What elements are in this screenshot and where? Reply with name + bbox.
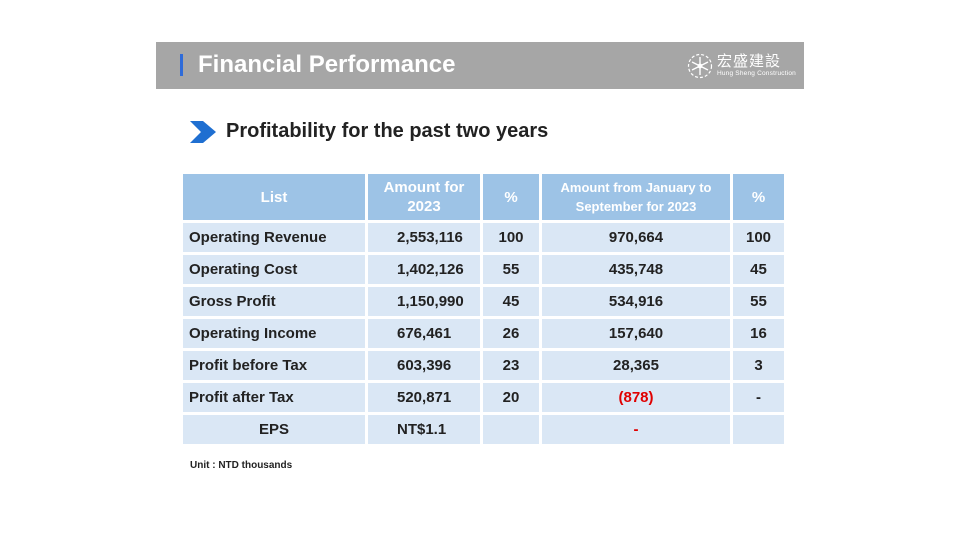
table-row: Profit after Tax 520,871 20 (878) -	[183, 383, 784, 412]
percent-2023-cell: 45	[483, 287, 539, 316]
table-row: Operating Income 676,461 26 157,640 16	[183, 319, 784, 348]
logo-emblem-icon	[687, 53, 713, 79]
page-title: Financial Performance	[198, 51, 456, 78]
section-heading-text: Profitability for the past two years	[226, 120, 549, 142]
header-accent-bar	[180, 54, 183, 76]
percent-jan-sep-cell	[733, 415, 784, 444]
row-label: Profit before Tax	[183, 351, 365, 380]
table-header-row: List Amount for 2023 % Amount from Janua…	[183, 174, 784, 220]
table-row: EPS NT$1.1 -	[183, 415, 784, 444]
percent-2023-cell: 23	[483, 351, 539, 380]
percent-jan-sep-cell: 16	[733, 319, 784, 348]
column-header-amount-jan-sep-2023: Amount from January to September for 202…	[542, 174, 730, 220]
chevron-right-icon	[190, 120, 216, 143]
table-row: Profit before Tax 603,396 23 28,365 3	[183, 351, 784, 380]
unit-note: Unit : NTD thousands	[190, 460, 293, 471]
amount-jan-sep-cell: 534,916	[542, 287, 730, 316]
table-row: Gross Profit 1,150,990 45 534,916 55	[183, 287, 784, 316]
amount-jan-sep-cell: 435,748	[542, 255, 730, 284]
section-heading: Profitability for the past two years	[190, 120, 548, 143]
percent-jan-sep-cell: 100	[733, 223, 784, 252]
table-row: Operating Revenue 2,553,116 100 970,664 …	[183, 223, 784, 252]
percent-2023-cell: 100	[483, 223, 539, 252]
amount-2023-cell: 2,553,116	[368, 223, 480, 252]
row-label: Operating Revenue	[183, 223, 365, 252]
amount-2023-cell: 1,402,126	[368, 255, 480, 284]
amount-jan-sep-cell: 970,664	[542, 223, 730, 252]
amount-2023-cell: 1,150,990	[368, 287, 480, 316]
row-label: Gross Profit	[183, 287, 365, 316]
page-header: Financial Performance 宏盛建設 Hung Sheng Co…	[156, 42, 804, 89]
percent-2023-cell: 20	[483, 383, 539, 412]
amount-jan-sep-cell: 157,640	[542, 319, 730, 348]
amount-2023-cell: 520,871	[368, 383, 480, 412]
percent-2023-cell: 55	[483, 255, 539, 284]
row-label: Profit after Tax	[183, 383, 365, 412]
column-header-amount-2023: Amount for 2023	[368, 174, 480, 220]
amount-jan-sep-cell: 28,365	[542, 351, 730, 380]
profitability-table: List Amount for 2023 % Amount from Janua…	[180, 171, 787, 447]
amount-2023-cell: NT$1.1	[368, 415, 480, 444]
percent-jan-sep-cell: 55	[733, 287, 784, 316]
percent-jan-sep-cell: -	[733, 383, 784, 412]
amount-2023-cell: 603,396	[368, 351, 480, 380]
logo-chinese-name: 宏盛建設	[716, 53, 781, 71]
percent-2023-cell: 26	[483, 319, 539, 348]
logo-english-name: Hung Sheng Construction	[716, 70, 796, 78]
column-header-percent-jan-sep-2023: %	[733, 174, 784, 220]
percent-jan-sep-cell: 45	[733, 255, 784, 284]
column-header-percent-2023: %	[483, 174, 539, 220]
row-label: EPS	[183, 415, 365, 444]
percent-jan-sep-cell: 3	[733, 351, 784, 380]
table-row: Operating Cost 1,402,126 55 435,748 45	[183, 255, 784, 284]
column-header-list: List	[183, 174, 365, 220]
row-label: Operating Cost	[183, 255, 365, 284]
percent-2023-cell	[483, 415, 539, 444]
amount-jan-sep-cell-negative: -	[542, 415, 730, 444]
row-label: Operating Income	[183, 319, 365, 348]
amount-jan-sep-cell-negative: (878)	[542, 383, 730, 412]
company-logo: 宏盛建設 Hung Sheng Construction	[687, 50, 796, 82]
amount-2023-cell: 676,461	[368, 319, 480, 348]
